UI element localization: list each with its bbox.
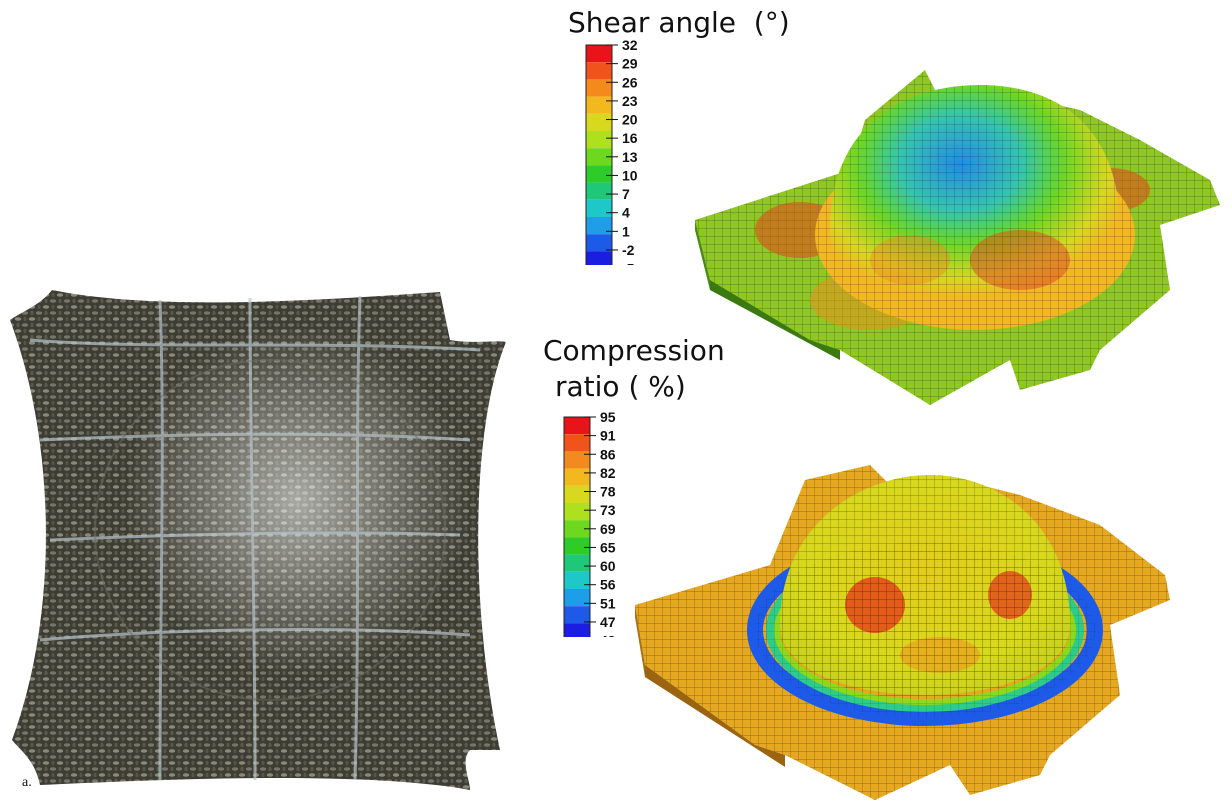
shear-legend-tick-label: 1 [622, 223, 630, 239]
woven-fabric-photo [10, 290, 506, 790]
compression-legend-color-cell [564, 554, 590, 572]
compression-legend-color-cell [564, 520, 590, 538]
shear-legend-tick-label: 4 [622, 205, 630, 221]
compression-legend-color-cell [564, 485, 590, 503]
compression-ratio-simulation [635, 465, 1170, 800]
shear-legend-color-cell [586, 148, 612, 166]
shear-legend-tick-label: 13 [622, 149, 638, 165]
shear-legend-tick-label: 32 [622, 40, 638, 53]
compression-legend-title-line2: ratio ( %) [555, 370, 686, 403]
compression-legend-color-cell [564, 537, 590, 555]
shear-legend-color-cell [586, 62, 612, 80]
compression-legend-tick-label: 95 [600, 412, 616, 425]
compression-legend-color-cell [564, 623, 590, 637]
shear-legend-tick-label: 23 [622, 93, 638, 109]
compression-legend-tick-label: 56 [600, 577, 616, 593]
compression-legend-color-cell [564, 589, 590, 607]
shear-legend-tick-label: 16 [622, 130, 638, 146]
shear-legend-color-cell [586, 234, 612, 252]
shear-legend-color-cell [586, 45, 612, 63]
shear-legend-color-cell [586, 182, 612, 200]
shear-legend-tick-label: 26 [622, 74, 638, 90]
compression-legend-color-cell [564, 451, 590, 469]
shear-legend-tick-label: 7 [622, 186, 630, 202]
shear-legend-tick-label: -5 [622, 261, 635, 265]
shear-legend-color-cell [586, 131, 612, 149]
shear-color-bar: 32 29 26 23 20 16 13 10 7 4 1 -2 -5 [585, 40, 638, 265]
shear-legend-tick-label: 10 [622, 167, 638, 183]
shear-legend-color-cell [586, 79, 612, 97]
compression-legend-tick-label: 51 [600, 595, 616, 611]
compression-legend-tick-label: 73 [600, 502, 616, 518]
compression-legend-tick-label: 78 [600, 484, 616, 500]
compression-legend-tick-label: 69 [600, 521, 616, 537]
panel-label: a. [22, 775, 32, 790]
compression-legend-tick-label: 82 [600, 465, 616, 481]
shear-legend-tick-label: -2 [622, 242, 635, 258]
compression-legend-tick-label: 65 [600, 539, 616, 555]
compression-legend-color-cell [564, 417, 590, 435]
shear-legend-color-cell [586, 165, 612, 183]
compression-legend-tick-label: 86 [600, 446, 616, 462]
compression-legend-color-cell [564, 503, 590, 521]
compression-legend-color-cell [564, 571, 590, 589]
shear-legend-color-cell [586, 113, 612, 131]
compression-legend-title-line1: Compression [543, 334, 725, 367]
shear-legend-color-cell [586, 251, 612, 265]
compression-legend-color-cell [564, 606, 590, 624]
compression-legend-tick-label: 43 [600, 633, 616, 637]
compression-legend-color-cell [564, 468, 590, 486]
shear-legend-title: Shear angle (°) [568, 6, 790, 39]
compression-legend-color-cell [564, 434, 590, 452]
shear-legend-tick-label: 29 [622, 56, 638, 72]
compression-color-bar: 95 91 86 82 78 73 69 65 60 56 51 47 43 [563, 412, 616, 637]
shear-angle-simulation [695, 70, 1220, 405]
compression-legend-tick-label: 91 [600, 428, 616, 444]
compression-legend-tick-label: 47 [600, 614, 616, 630]
shear-legend-color-cell [586, 199, 612, 217]
compression-legend-tick-label: 60 [600, 558, 616, 574]
shear-legend-tick-label: 20 [622, 112, 638, 128]
shear-legend-color-cell [586, 217, 612, 235]
shear-legend-color-cell [586, 96, 612, 114]
